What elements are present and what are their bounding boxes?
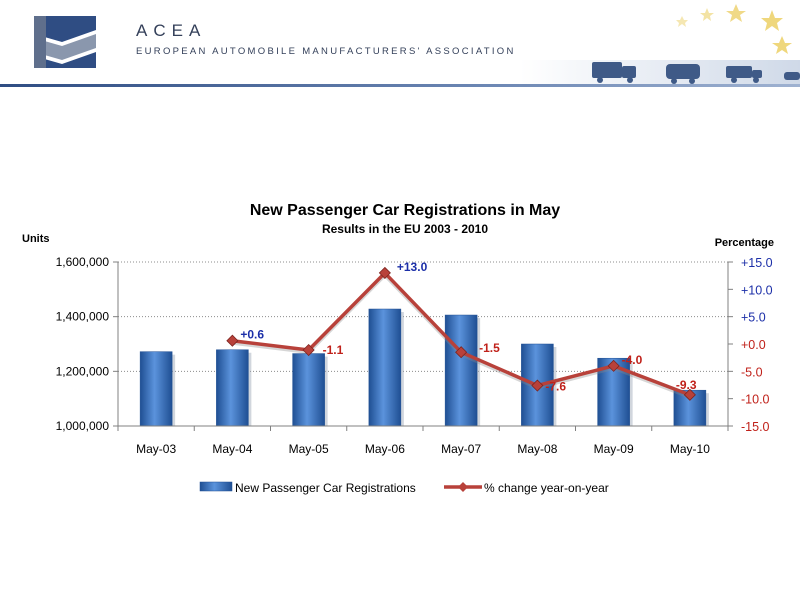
- star-icon: [772, 36, 792, 54]
- line-series: [226, 266, 696, 401]
- y2-tick-label: -10.0: [741, 393, 770, 407]
- legend-bar-label: New Passenger Car Registrations: [235, 481, 416, 495]
- y2-tick-label: +0.0: [741, 338, 766, 352]
- line-data-label: -1.5: [479, 341, 500, 355]
- acea-logo-icon: [34, 16, 96, 68]
- bar: [444, 314, 478, 427]
- y-axis-ticks: 1,000,000 1,200,000 1,400,000 1,600,000: [56, 255, 118, 433]
- x-tick-label: May-07: [441, 442, 481, 456]
- chart-subtitle: Results in the EU 2003 - 2010: [322, 222, 488, 236]
- bar-series: [139, 308, 709, 427]
- line-point: [455, 346, 468, 359]
- star-icon: [700, 8, 714, 21]
- line-point: [683, 388, 696, 401]
- star-icon: [676, 16, 688, 27]
- car-icon: [726, 66, 800, 83]
- y2-tick-label: -5.0: [741, 365, 763, 379]
- line-data-label: -1.1: [323, 343, 344, 357]
- y2-tick-label: +5.0: [741, 311, 766, 325]
- header-divider: [0, 84, 800, 87]
- line-point: [531, 379, 544, 392]
- x-tick-label: May-09: [594, 442, 634, 456]
- line-data-label: -9.3: [676, 378, 697, 392]
- y2-axis-label: Percentage: [715, 237, 774, 249]
- axes: [117, 262, 729, 427]
- line-point: [226, 334, 239, 347]
- legend-line-label: % change year-on-year: [484, 481, 609, 495]
- line-point: [607, 359, 620, 372]
- y-tick-label: 1,400,000: [56, 310, 110, 324]
- page-header: ACEA EUROPEAN AUTOMOBILE MANUFACTURERS' …: [0, 0, 800, 88]
- star-icon: [726, 4, 746, 22]
- line-point: [378, 266, 391, 279]
- header-decoration: [520, 4, 800, 84]
- y-axis-label: Units: [22, 233, 50, 245]
- bar: [368, 308, 402, 427]
- x-tick-label: May-06: [365, 442, 405, 456]
- y-tick-label: 1,200,000: [56, 364, 110, 378]
- line-data-label: -4.0: [622, 353, 643, 367]
- legend-bar-swatch: [199, 481, 233, 492]
- legend-line-marker: [458, 482, 468, 492]
- x-axis-ticks: May-03 May-04 May-05 May-06 May-07 May-08 May-…: [117, 426, 729, 456]
- star-icon: [761, 10, 783, 31]
- x-tick-label: May-04: [212, 442, 252, 456]
- line-data-labels: +0.6 -1.1 +13.0 -1.5 -7.6 -4.0 -9.3: [240, 260, 697, 394]
- bus-icon: [666, 64, 700, 84]
- bar: [139, 351, 173, 427]
- org-name: ACEA: [136, 21, 207, 40]
- line-point: [302, 343, 315, 357]
- line-data-label: +0.6: [240, 328, 264, 342]
- chart-title: New Passenger Car Registrations in May: [250, 202, 560, 219]
- line-data-label: -7.6: [545, 380, 566, 394]
- y-tick-label: 1,600,000: [56, 255, 110, 269]
- x-tick-label: May-08: [517, 442, 557, 456]
- x-tick-label: May-03: [136, 442, 176, 456]
- truck-icon: [592, 62, 636, 83]
- y2-tick-label: +15.0: [741, 256, 773, 270]
- line-data-label: +13.0: [397, 260, 428, 274]
- x-tick-label: May-05: [289, 442, 329, 456]
- bar: [292, 353, 325, 427]
- y2-tick-label: -15.0: [741, 420, 770, 434]
- legend: New Passenger Car Registrations % change …: [199, 481, 609, 495]
- y2-tick-label: +10.0: [741, 283, 773, 297]
- x-tick-label: May-10: [670, 442, 710, 456]
- org-full-name: EUROPEAN AUTOMOBILE MANUFACTURERS' ASSOC…: [136, 46, 516, 57]
- y2-axis-ticks: -15.0 -10.0 -5.0 +0.0 +5.0 +10.0 +15.0: [728, 256, 773, 434]
- bar: [216, 349, 249, 427]
- y-tick-label: 1,000,000: [56, 419, 110, 433]
